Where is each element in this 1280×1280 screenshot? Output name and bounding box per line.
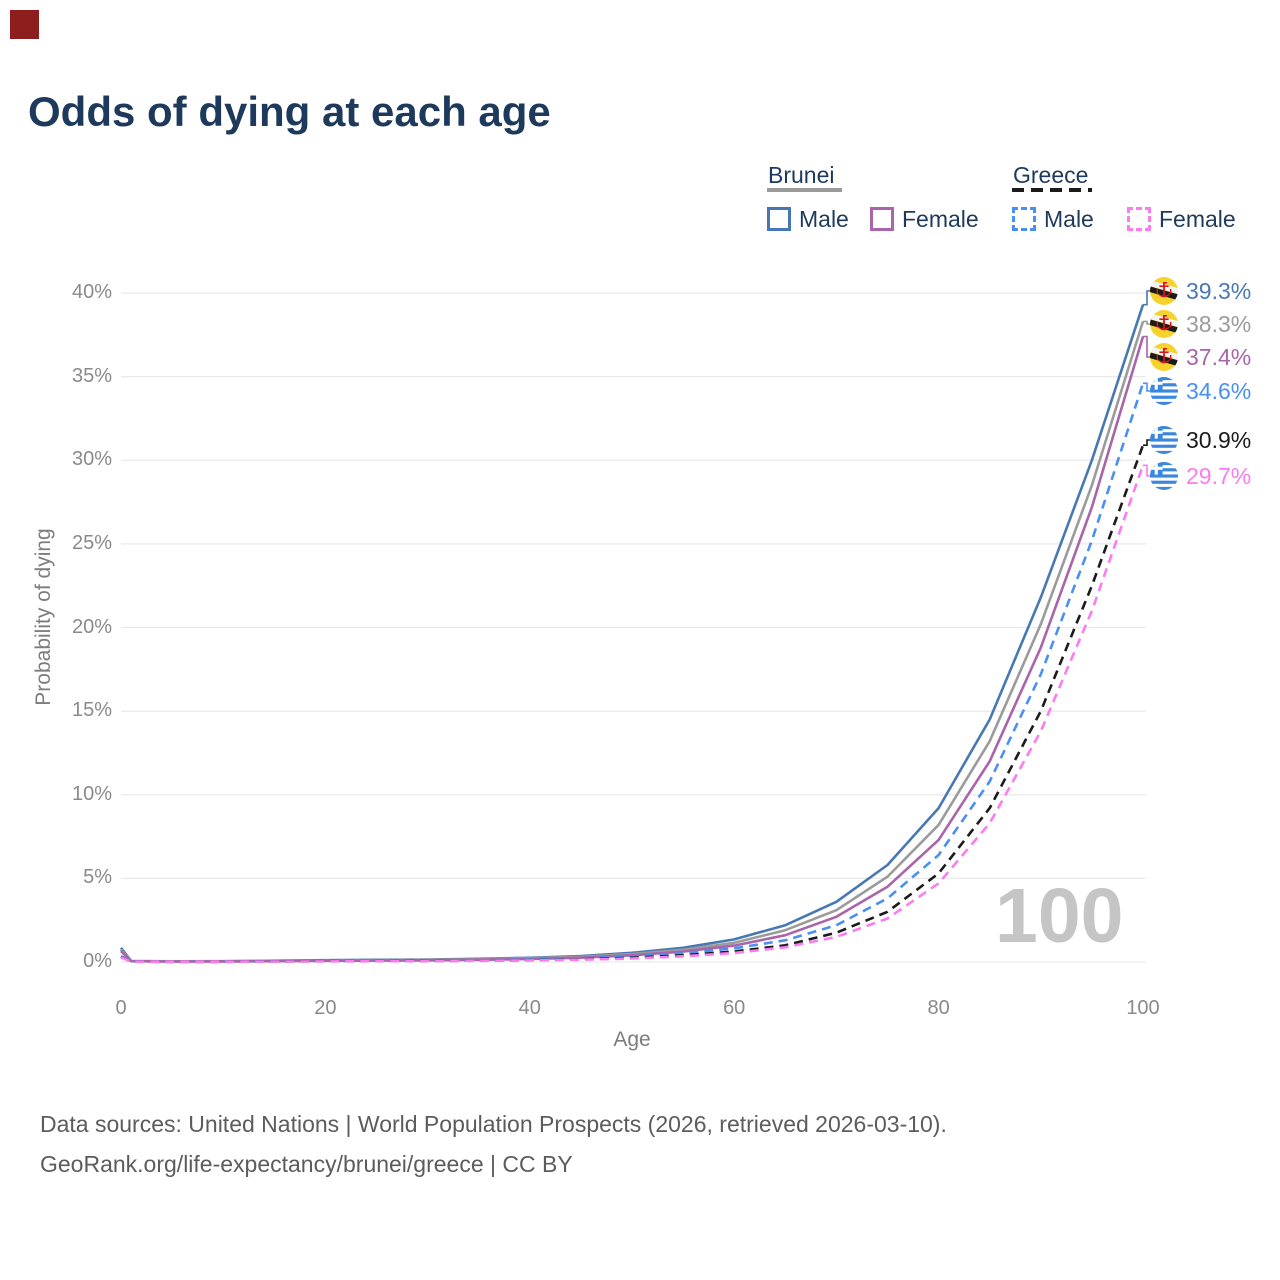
series-line	[120, 382, 1145, 964]
greece-flag-icon	[1150, 462, 1178, 490]
y-tick-label: 20%	[71, 615, 112, 638]
series-line	[120, 336, 1145, 963]
label-leader	[1143, 320, 1151, 325]
x-tick-label: 0	[115, 997, 127, 1019]
y-tick-label: 15%	[71, 699, 112, 722]
series-end-value: 29.7%	[1186, 463, 1252, 489]
footer-license-line: GeoRank.org/life-expectancy/brunei/greec…	[40, 1151, 573, 1177]
x-tick-label: 60	[723, 997, 746, 1019]
brunei-male-label: Male	[799, 206, 849, 232]
greece-male-swatch	[1012, 207, 1036, 231]
greece-line-style-swatch	[1012, 188, 1092, 192]
greece-flag-icon	[1150, 426, 1178, 454]
series-line	[119, 304, 1145, 963]
y-tick-label: 0%	[83, 950, 112, 972]
label-leader	[1143, 464, 1151, 477]
series-end-value: 37.4%	[1186, 344, 1252, 370]
x-tick-label: 80	[927, 997, 950, 1019]
y-tick-label: 35%	[71, 364, 112, 387]
y-tick-label: 10%	[71, 782, 112, 805]
brunei-female-swatch	[870, 207, 894, 231]
y-tick-label: 40%	[71, 281, 112, 303]
series-end-value: 34.6%	[1186, 378, 1252, 404]
legend-country-brunei: Brunei	[768, 162, 835, 188]
x-tick-label: 40	[518, 997, 541, 1019]
x-tick-label: 20	[314, 997, 337, 1019]
footer-source-line: Data sources: United Nations | World Pop…	[40, 1111, 947, 1137]
label-leader	[1143, 382, 1151, 392]
page-title: Odds of dying at each age	[28, 88, 551, 135]
brunei-female-label: Female	[902, 206, 979, 232]
brunei-flag-icon	[1150, 277, 1178, 305]
series-end-value: 30.9%	[1186, 427, 1252, 453]
y-tick-label: 25%	[71, 531, 112, 554]
y-axis-title: Probability of dying	[32, 528, 55, 706]
x-axis-title: Age	[613, 1028, 651, 1051]
greece-flag-icon	[1150, 377, 1178, 405]
brunei-male-swatch	[767, 207, 791, 231]
age-watermark: 100	[995, 873, 1124, 959]
greece-female-label: Female	[1159, 206, 1236, 232]
y-tick-label: 5%	[83, 866, 112, 889]
x-tick-label: 100	[1126, 997, 1160, 1019]
label-leader	[1143, 290, 1151, 306]
brand-mark	[10, 10, 39, 39]
series-line	[120, 444, 1145, 964]
series-end-value: 38.3%	[1186, 311, 1252, 337]
series-end-value: 39.3%	[1186, 278, 1252, 304]
greece-female-swatch	[1127, 207, 1151, 231]
label-leader	[1143, 335, 1151, 358]
label-leader	[1143, 439, 1151, 446]
greece-male-label: Male	[1044, 206, 1094, 232]
legend-country-greece: Greece	[1013, 162, 1089, 188]
brunei-flag-icon	[1150, 310, 1178, 338]
brunei-line-style-swatch	[767, 188, 842, 192]
series-line	[120, 321, 1145, 963]
brunei-flag-icon	[1150, 343, 1178, 371]
series-line	[120, 464, 1145, 964]
y-tick-label: 30%	[71, 448, 112, 471]
